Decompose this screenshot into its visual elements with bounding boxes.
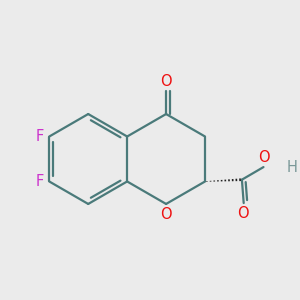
Text: O: O [258, 150, 269, 165]
Text: F: F [35, 174, 44, 189]
Text: O: O [237, 206, 249, 221]
Text: F: F [35, 129, 44, 144]
Text: H: H [286, 160, 297, 175]
Text: O: O [160, 207, 172, 222]
Text: O: O [160, 74, 172, 89]
